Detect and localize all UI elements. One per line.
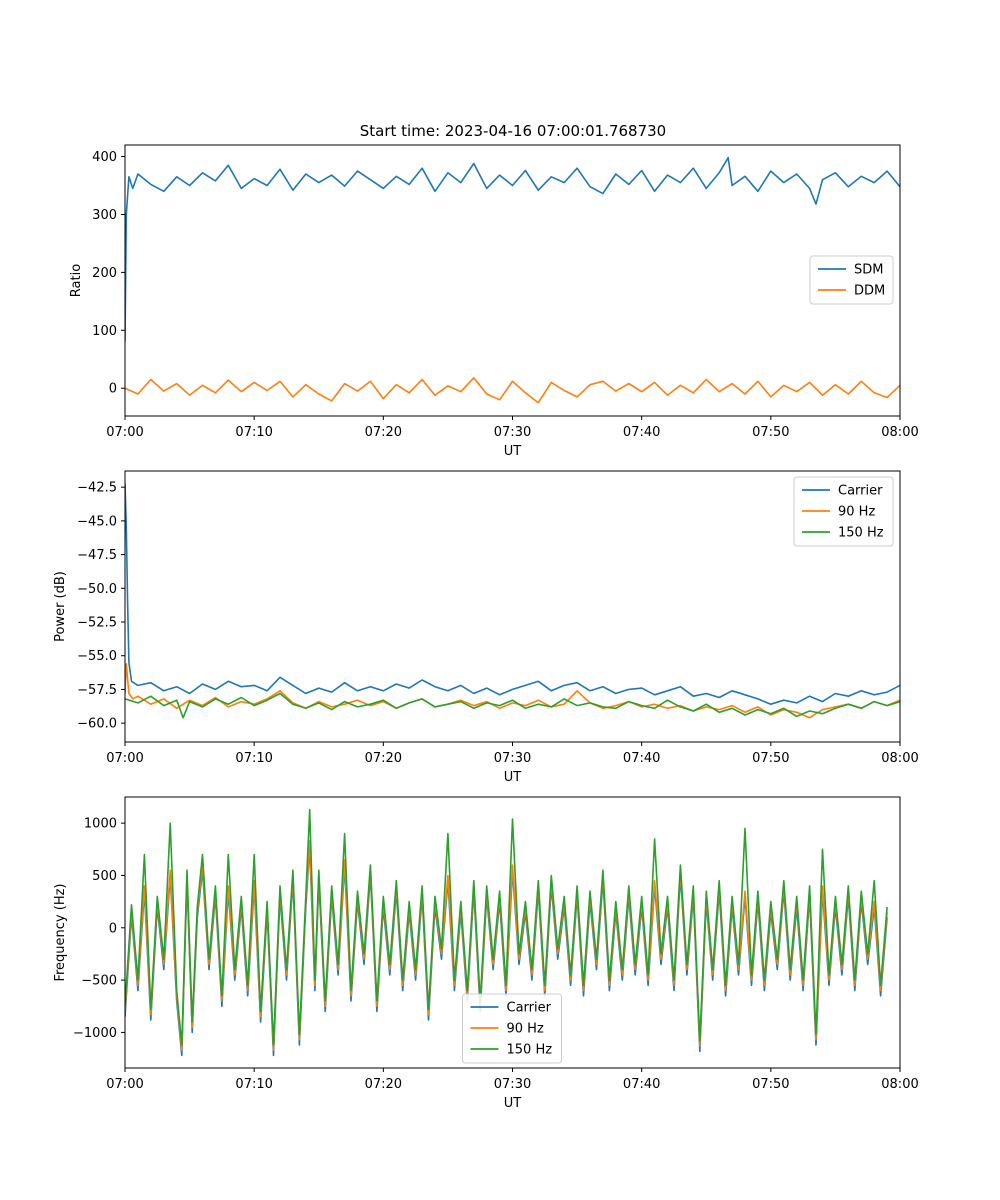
x-axis-label: UT [504, 1096, 522, 1111]
x-tick-label: 07:50 [752, 751, 789, 766]
x-tick-label: 08:00 [881, 751, 918, 766]
y-tick-label: −57.5 [77, 683, 117, 698]
series-line-ddm [125, 376, 900, 404]
y-tick-label: 1000 [84, 817, 117, 832]
series-line-150-hz [125, 692, 900, 719]
legend-label: DDM [854, 284, 885, 299]
figure-title: Start time: 2023-04-16 07:00:01.768730 [360, 122, 666, 140]
legend-box [793, 476, 894, 547]
x-tick-label: 07:50 [752, 1077, 789, 1092]
y-tick-label: 200 [92, 266, 117, 281]
y-tick-label: 500 [92, 869, 117, 884]
legend-box [809, 255, 894, 305]
subplot-1: 07:00 07:10 07:20 07:30 07:40 07:50 08:00 0 100 2… [69, 144, 919, 459]
x-tick-label: 07:20 [365, 751, 402, 766]
x-tick-label: 07:30 [494, 1077, 531, 1092]
x-tick-label: 07:50 [752, 425, 789, 440]
y-tick-label: −52.5 [77, 616, 117, 631]
legend-label: SDM [854, 263, 883, 278]
x-axis-label: UT [504, 770, 522, 785]
y-tick-label: −1000 [73, 1026, 117, 1041]
x-tick-label: 07:40 [623, 1077, 660, 1092]
x-tick-label: 07:10 [235, 751, 272, 766]
y-axis-label: Power (dB) [53, 571, 68, 642]
y-tick-label: −42.5 [77, 481, 117, 496]
x-tick-label: 07:30 [494, 751, 531, 766]
y-axis-label: Frequency (Hz) [53, 883, 68, 981]
x-tick-label: 07:00 [106, 1077, 143, 1092]
y-axis-label: Ratio [69, 264, 84, 297]
x-tick-label: 08:00 [881, 425, 918, 440]
x-tick-label: 07:20 [365, 1077, 402, 1092]
y-tick-label: −50.0 [77, 582, 117, 597]
y-tick-label: 0 [109, 921, 117, 936]
legend-label: 150 Hz [507, 1043, 553, 1058]
y-tick-label: −47.5 [77, 548, 117, 563]
legend: SDM DDM [809, 255, 894, 305]
series-line-150-hz [125, 808, 888, 1046]
x-tick-label: 07:30 [494, 425, 531, 440]
y-tick-label: −55.0 [77, 649, 117, 664]
series-line-sdm [125, 156, 900, 342]
x-tick-label: 07:40 [623, 425, 660, 440]
legend: Carrier 90 Hz 150 Hz [462, 993, 562, 1064]
series-line-carrier [125, 483, 900, 706]
y-tick-label: −500 [81, 974, 117, 989]
y-tick-label: 400 [92, 150, 117, 165]
y-tick-label: 300 [92, 208, 117, 223]
legend-label: Carrier [838, 484, 883, 499]
y-tick-label: 0 [109, 382, 117, 397]
x-tick-label: 07:00 [106, 751, 143, 766]
x-tick-label: 07:10 [235, 425, 272, 440]
y-tick-label: −60.0 [77, 717, 117, 732]
y-tick-label: 100 [92, 324, 117, 339]
x-tick-label: 07:00 [106, 425, 143, 440]
y-tick-label: −45.0 [77, 514, 117, 529]
legend-label: 90 Hz [838, 505, 875, 520]
x-tick-label: 07:40 [623, 751, 660, 766]
legend-label: 150 Hz [838, 526, 884, 541]
x-tick-label: 07:10 [235, 1077, 272, 1092]
x-tick-label: 07:20 [365, 425, 402, 440]
legend-label: 90 Hz [507, 1022, 544, 1037]
x-tick-label: 08:00 [881, 1077, 918, 1092]
plots-container: 07:00 07:10 07:20 07:30 07:40 07:50 08:00 0 100 2… [53, 144, 919, 1111]
x-axis-label: UT [504, 444, 522, 459]
legend-label: Carrier [507, 1001, 552, 1016]
subplot-3: 07:00 07:10 07:20 07:30 07:40 07:50 08:00 −1000… [53, 796, 919, 1111]
legend: Carrier 90 Hz 150 Hz [793, 476, 894, 547]
subplot-2: 07:00 07:10 07:20 07:30 07:40 07:50 08:00 −60.0… [53, 470, 919, 785]
legend-box [462, 993, 562, 1064]
